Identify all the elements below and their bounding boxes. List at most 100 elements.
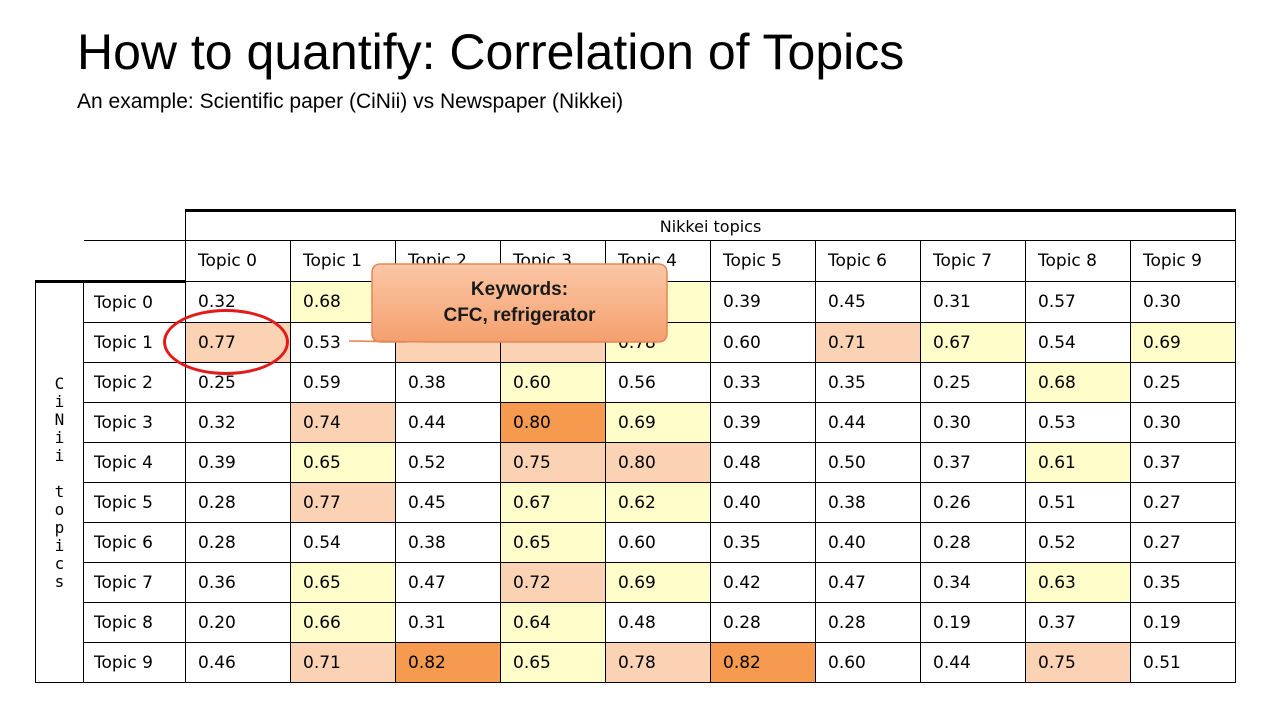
correlation-cell: 0.28 [710,602,816,643]
correlation-cell: 0.61 [1025,442,1131,483]
correlation-cell: 0.40 [710,482,816,523]
correlation-cell: 0.75 [1025,642,1131,683]
correlation-cell: 0.75 [500,442,606,483]
correlation-cell: 0.48 [710,442,816,483]
row-header: Topic 4 [83,442,186,483]
correlation-cell: 0.30 [920,402,1026,443]
correlation-cell: 0.33 [710,362,816,403]
row-header: Topic 7 [83,562,186,603]
correlation-cell: 0.20 [185,602,291,643]
column-group-header: Nikkei topics [184,209,1237,241]
correlation-cell: 0.39 [710,281,816,323]
row-group-char: i [54,391,65,411]
row-header: Topic 9 [83,642,186,683]
slide-title: How to quantify: Correlation of Topics [77,24,905,80]
correlation-cell: 0.60 [815,642,921,683]
correlation-cell: 0.39 [710,402,816,443]
correlation-cell: 0.38 [815,482,921,523]
correlation-cell: 0.26 [920,482,1026,523]
correlation-cell: 0.27 [1129,482,1237,523]
correlation-cell: 0.31 [920,281,1026,323]
callout-keywords: CFC, refrigerator [443,305,596,326]
row-group-char: o [54,499,65,519]
correlation-cell: 0.35 [710,522,816,563]
correlation-cell: 0.25 [185,362,291,403]
correlation-cell: 0.65 [290,442,396,483]
correlation-cell: 0.30 [1129,402,1237,443]
correlation-cell: 0.65 [290,562,396,603]
correlation-cell: 0.34 [920,562,1026,603]
callout-bubble-shape [348,263,668,343]
correlation-cell: 0.45 [395,482,501,523]
correlation-cell: 0.37 [920,442,1026,483]
correlation-cell: 0.28 [185,482,291,523]
column-header: Topic 6 [815,240,921,282]
correlation-cell: 0.71 [290,642,396,683]
correlation-cell: 0.54 [290,522,396,563]
correlation-cell: 0.37 [1129,442,1237,483]
correlation-cell: 0.67 [920,322,1026,363]
row-header: Topic 8 [83,602,186,643]
table-row: Topic 2 0.25 0.59 0.38 0.60 0.56 0.33 0.35 0.25 0… [36,362,1237,403]
correlation-cell: 0.54 [1025,322,1131,363]
correlation-cell: 0.44 [920,642,1026,683]
correlation-cell: 0.51 [1025,482,1131,523]
correlation-cell: 0.25 [1129,362,1237,403]
correlation-cell: 0.42 [710,562,816,603]
row-group-char: i [54,427,65,447]
row-group-char: C [54,373,65,393]
correlation-cell: 0.60 [500,362,606,403]
column-header: Topic 7 [920,240,1026,282]
table-corner [36,211,84,241]
correlation-cell: 0.30 [1129,281,1237,323]
correlation-cell: 0.53 [1025,402,1131,443]
row-header: Topic 2 [83,362,186,403]
correlation-cell: 0.19 [1129,602,1237,643]
correlation-cell: 0.19 [920,602,1026,643]
keywords-callout: Keywords: CFC, refrigerator [348,263,668,347]
column-header: Topic 8 [1025,240,1131,282]
correlation-cell: 0.52 [395,442,501,483]
correlation-cell: 0.25 [920,362,1026,403]
table-row: Topic 7 0.36 0.65 0.47 0.72 0.69 0.42 0.47 0.34 0… [36,562,1237,603]
row-group-char: s [54,571,65,591]
correlation-cell: 0.72 [500,562,606,603]
correlation-cell: 0.32 [185,281,291,323]
correlation-cell: 0.67 [500,482,606,523]
correlation-cell: 0.38 [395,522,501,563]
correlation-cell: 0.35 [1129,562,1237,603]
row-group-char: i [54,445,65,465]
correlation-cell: 0.71 [815,322,921,363]
correlation-cell: 0.78 [605,642,711,683]
column-header: Topic 0 [185,240,291,282]
correlation-cell: 0.66 [290,602,396,643]
correlation-cell: 0.50 [815,442,921,483]
correlation-cell: 0.48 [605,602,711,643]
table-row: Topic 6 0.28 0.54 0.38 0.65 0.60 0.35 0.40 0.28 0… [36,522,1237,563]
correlation-cell: 0.28 [185,522,291,563]
correlation-cell: 0.77 [290,482,396,523]
table-row: Topic 3 0.32 0.74 0.44 0.80 0.69 0.39 0.44 0.30 0… [36,402,1237,443]
correlation-cell: 0.46 [185,642,291,683]
table-row: Topic 4 0.39 0.65 0.52 0.75 0.80 0.48 0.50 0.37 0… [36,442,1237,483]
row-header: Topic 6 [83,522,186,563]
correlation-cell: 0.39 [185,442,291,483]
correlation-cell: 0.63 [1025,562,1131,603]
row-group-char: t [54,481,65,501]
correlation-cell: 0.51 [1129,642,1237,683]
correlation-cell: 0.65 [500,642,606,683]
correlation-cell: 0.62 [605,482,711,523]
correlation-cell: 0.35 [815,362,921,403]
correlation-cell: 0.44 [395,402,501,443]
row-header: Topic 5 [83,482,186,523]
correlation-cell: 0.59 [290,362,396,403]
correlation-cell: 0.57 [1025,281,1131,323]
correlation-cell: 0.68 [1025,362,1131,403]
correlation-cell: 0.69 [1129,322,1237,363]
correlation-cell: 0.69 [605,402,711,443]
correlation-cell: 0.80 [605,442,711,483]
table-corner [83,210,186,241]
table-row: Topic 5 0.28 0.77 0.45 0.67 0.62 0.40 0.38 0.26 0… [36,482,1237,523]
correlation-cell: 0.82 [395,642,501,683]
